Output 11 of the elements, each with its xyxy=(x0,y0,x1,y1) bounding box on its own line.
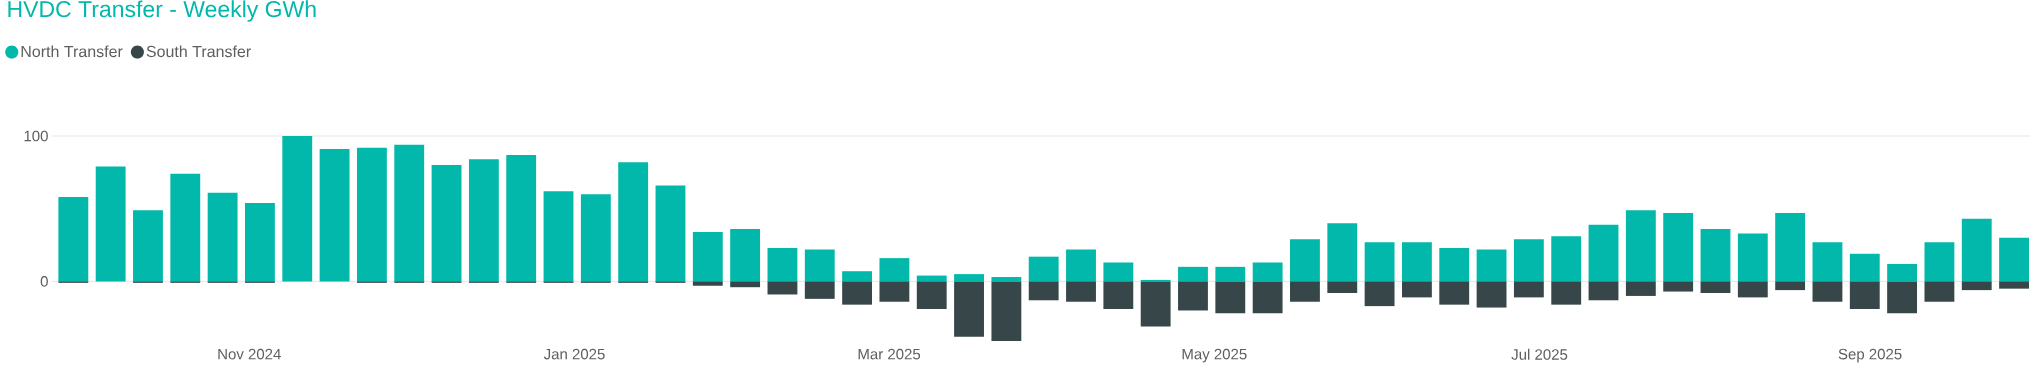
y-tick-label: 100 xyxy=(24,130,48,142)
legend-label: South Transfer xyxy=(146,45,251,58)
x-tick-label: Sep 2025 xyxy=(1838,348,1902,363)
x-tick-label: Nov 2024 xyxy=(218,348,281,360)
x-tick-label: May 2025 xyxy=(1182,348,1247,363)
y-tick-label: 0 xyxy=(40,276,48,287)
x-tick-label: Jul 2025 xyxy=(1511,348,1568,360)
legend-label: North Transfer xyxy=(21,45,123,58)
x-tick-label: Mar 2025 xyxy=(858,348,921,360)
chart-title: HVDC Transfer - Weekly GWh xyxy=(8,0,316,22)
x-tick-label: Jan 2025 xyxy=(543,348,605,360)
